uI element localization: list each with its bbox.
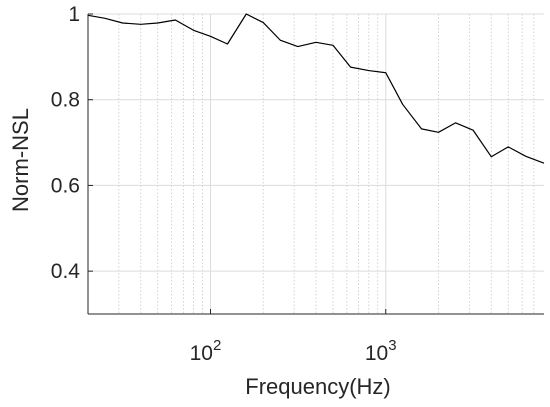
- series-layer: [87, 13, 545, 164]
- y-axis-label: Norm-NSL: [8, 108, 33, 212]
- x-axis-label: Frequency(Hz): [245, 374, 390, 399]
- series-line-0: [87, 13, 545, 164]
- x-tick-label-0: 102: [190, 337, 222, 365]
- y-tick-label-3: 1: [68, 3, 80, 26]
- y-tick-label-1: 0.6: [51, 174, 80, 197]
- grid: [88, 13, 544, 314]
- tick-labels: 0.4 0.6 0.8 1 102 103: [51, 3, 397, 365]
- x-tick-label-1: 103: [365, 337, 397, 365]
- axes-frame: [87, 14, 544, 315]
- y-tick-label-0: 0.4: [51, 260, 81, 283]
- y-tick-label-2: 0.8: [51, 89, 80, 112]
